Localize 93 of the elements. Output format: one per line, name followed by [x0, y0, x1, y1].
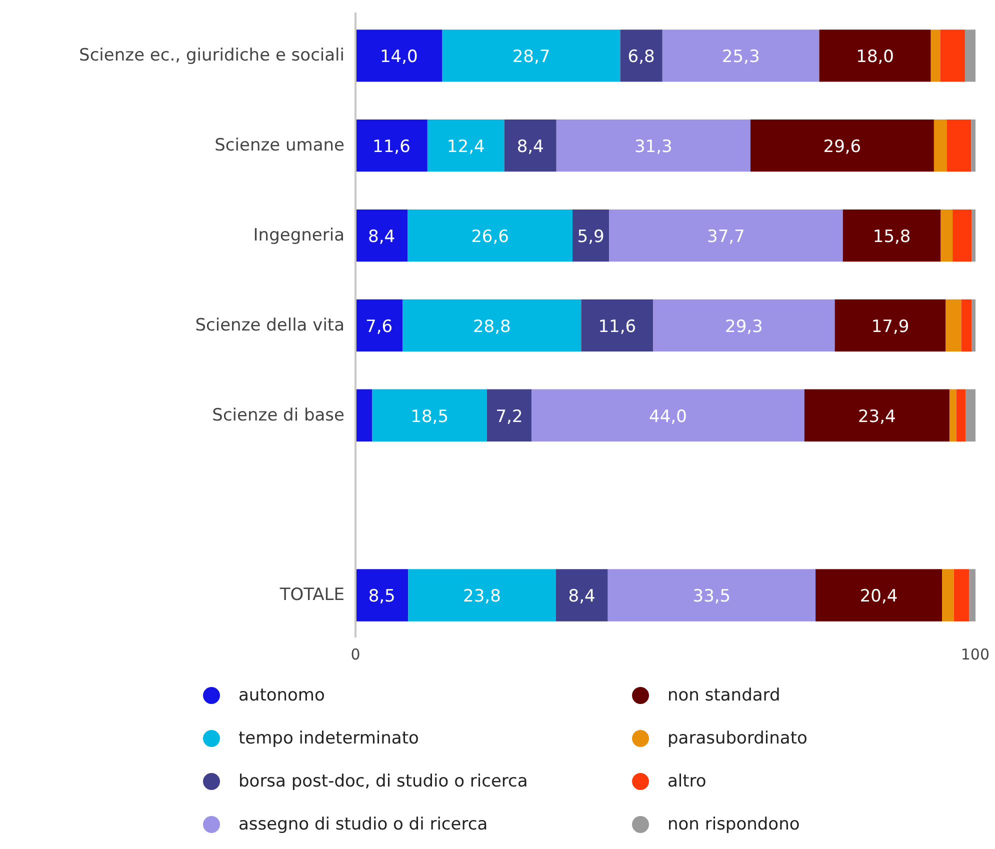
- bar: [556, 569, 608, 622]
- legend-label: tempo indeterminato: [238, 728, 419, 748]
- bar: [842, 209, 941, 262]
- data-label: 29,3: [725, 316, 763, 337]
- legend-label: non standard: [668, 686, 780, 706]
- bar: [356, 209, 408, 262]
- bar: [934, 120, 947, 172]
- bar: [620, 30, 662, 82]
- bar: [961, 299, 972, 352]
- data-label: 44,0: [649, 406, 687, 427]
- y-tick-label: Scienze ec., giuridiche e sociali: [79, 46, 344, 66]
- data-label: 8,4: [516, 137, 544, 158]
- bar: [532, 389, 804, 442]
- legend-label: autonomo: [238, 686, 325, 706]
- bar: [356, 569, 408, 622]
- data-label: 8,4: [368, 227, 396, 248]
- data-label: 7,2: [496, 406, 523, 427]
- data-label: 7,6: [366, 316, 393, 337]
- bar: [930, 30, 940, 82]
- bar: [572, 209, 610, 262]
- data-label: 37,7: [707, 227, 745, 248]
- bar: [819, 30, 931, 82]
- bar: [954, 569, 970, 622]
- data-label: 8,5: [368, 586, 396, 607]
- bar: [402, 299, 582, 352]
- bar: [427, 120, 504, 172]
- bar: [750, 120, 934, 172]
- data-label: 26,6: [471, 227, 509, 248]
- data-label: 17,9: [871, 316, 910, 337]
- bar: [956, 389, 966, 442]
- data-label: 6,8: [628, 47, 655, 68]
- data-label: 20,4: [860, 586, 898, 607]
- bar: [556, 120, 750, 172]
- bar: [653, 299, 835, 352]
- bar: [356, 30, 442, 82]
- data-label: 18,0: [856, 47, 894, 68]
- bar: [504, 120, 556, 172]
- bar: [356, 120, 428, 172]
- bar: [946, 299, 962, 352]
- bar: [408, 569, 556, 622]
- data-label: 25,3: [722, 47, 760, 68]
- data-label: 29,6: [823, 137, 862, 158]
- bar: [972, 209, 976, 262]
- bar: [804, 389, 950, 442]
- bar: [581, 299, 654, 352]
- data-label: 23,8: [463, 586, 501, 607]
- bar: [940, 30, 965, 82]
- data-label: 23,4: [858, 406, 896, 427]
- bar: [608, 569, 816, 622]
- bar: [662, 30, 820, 82]
- bar: [969, 569, 976, 622]
- bar: [964, 30, 976, 82]
- legend-label: parasubordinato: [668, 728, 808, 748]
- data-label: 33,5: [692, 586, 731, 607]
- bar: [942, 569, 954, 622]
- legend-label: borsa post-doc, di studio o ricerca: [238, 772, 528, 792]
- y-tick-label: Scienze della vita: [195, 315, 344, 336]
- data-label: 12,4: [446, 137, 485, 158]
- bar: [971, 120, 976, 172]
- data-label: 8,4: [568, 586, 596, 607]
- x-tick-label: 0: [350, 646, 360, 664]
- y-tick-label: Scienze di base: [212, 405, 345, 426]
- bar: [952, 209, 972, 262]
- x-tick-label: 100: [960, 646, 990, 664]
- bar: [966, 389, 976, 442]
- bar: [972, 299, 976, 352]
- bar: [356, 299, 403, 352]
- bar: [356, 389, 372, 442]
- y-tick-label: Ingegneria: [253, 226, 345, 246]
- data-label: 14,0: [380, 47, 418, 68]
- legend-label: assegno di studio o di ricerca: [238, 814, 488, 834]
- data-label: 15,8: [872, 227, 911, 248]
- data-label: 5,9: [577, 227, 604, 248]
- y-tick-label: TOTALE: [278, 585, 344, 606]
- bar: [442, 30, 620, 82]
- legend-label: non rispondono: [668, 814, 800, 834]
- bar: [372, 389, 487, 442]
- bar: [949, 389, 956, 442]
- data-label: 11,6: [598, 316, 636, 337]
- bar: [486, 389, 532, 442]
- bar: [834, 299, 946, 352]
- data-label: 31,3: [634, 137, 672, 158]
- bar: [816, 569, 942, 622]
- bar: [940, 209, 953, 262]
- legend-label: altro: [668, 772, 706, 792]
- data-label: 18,5: [410, 406, 449, 427]
- data-label: 28,8: [472, 316, 511, 337]
- data-label: 11,6: [372, 137, 410, 158]
- bar: [946, 120, 972, 172]
- bar: [408, 209, 572, 262]
- bar: [609, 209, 843, 262]
- data-label: 28,7: [512, 47, 550, 68]
- y-tick-label: Scienze umane: [214, 136, 345, 156]
